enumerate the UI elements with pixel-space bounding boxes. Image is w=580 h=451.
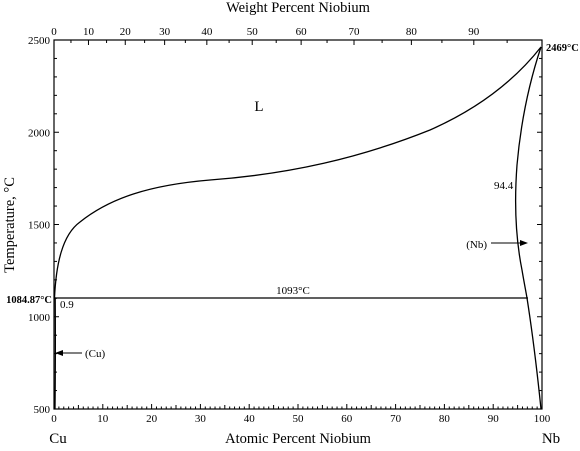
top-tick-label: 10	[83, 26, 95, 38]
bottom-tick-label: 70	[390, 413, 402, 425]
top-tick-label: 0	[51, 26, 57, 38]
top-axis-title: Weight Percent Niobium	[226, 0, 371, 16]
cu-solubility-label: 0.9	[60, 299, 74, 311]
top-axis-ticks: 0 10 20 30 40 50 60 70 80 90	[51, 26, 508, 45]
left-axis-ticks: 2500 2000 1500 1000 500	[28, 35, 542, 416]
top-tick-label: 90	[468, 26, 480, 38]
nb-phase-arrow	[491, 240, 528, 246]
bottom-tick-label: 50	[293, 413, 305, 425]
liquidus-curve	[53, 46, 542, 299]
nb-phase-label: (Nb)	[466, 239, 487, 251]
bottom-tick-label: 30	[195, 413, 207, 425]
top-tick-label: 30	[159, 26, 171, 38]
bottom-tick-label: 40	[244, 413, 256, 425]
top-tick-label: 50	[247, 26, 259, 38]
left-axis-title: Temperature, °C	[2, 177, 18, 273]
bottom-tick-label: 90	[488, 413, 500, 425]
left-tick-label: 1500	[28, 220, 51, 232]
nb-solvus-curve	[526, 297, 542, 410]
bottom-tick-label: 100	[534, 413, 551, 425]
bottom-axis-ticks: 0 10 20 30 40 50 60 70 80 90 100	[51, 404, 551, 425]
top-tick-label: 40	[201, 26, 213, 38]
top-tick-label: 80	[406, 26, 418, 38]
eutectic-temp-label: 1093°C	[276, 285, 310, 297]
nb-melting-label: 2469°C	[546, 43, 579, 54]
bottom-tick-label: 10	[97, 413, 109, 425]
top-tick-label: 20	[120, 26, 132, 38]
liquid-phase-label: L	[254, 99, 263, 115]
left-tick-label: 2000	[28, 127, 51, 139]
top-tick-label: 70	[349, 26, 361, 38]
bottom-tick-label: 0	[51, 413, 57, 425]
cu-melting-label: 1084.87°C	[6, 295, 52, 306]
left-tick-label: 500	[34, 404, 51, 416]
bottom-tick-label: 60	[341, 413, 353, 425]
cu-phase-label: (Cu)	[85, 348, 106, 360]
bottom-tick-label: 80	[439, 413, 451, 425]
nb-solidus-curve	[514, 46, 542, 299]
bottom-axis-title: Atomic Percent Niobium	[225, 431, 372, 446]
bottom-tick-label: 20	[146, 413, 158, 425]
left-tick-label: 1000	[28, 312, 51, 324]
right-component-label: Nb	[542, 431, 560, 446]
nb-solubility-label: 94.4	[494, 180, 514, 192]
left-tick-label: 2500	[28, 35, 51, 47]
left-component-label: Cu	[49, 431, 67, 446]
cu-solvus-curve	[54, 297, 56, 410]
plot-frame	[53, 39, 543, 410]
top-tick-label: 60	[296, 26, 308, 38]
cu-phase-arrow	[55, 350, 82, 356]
